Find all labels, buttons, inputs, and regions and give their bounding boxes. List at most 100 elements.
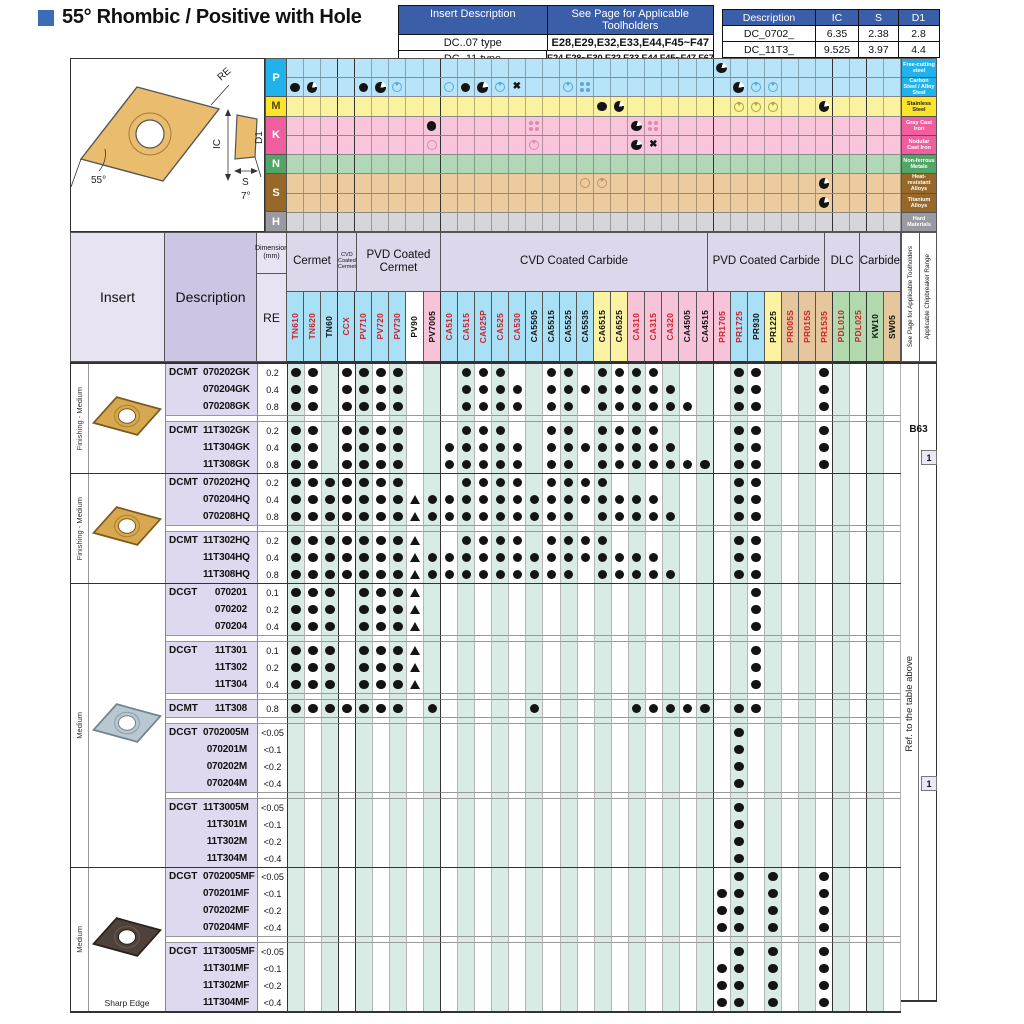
- mark-filled-circle-icon: [751, 679, 761, 690]
- grade-cell: [390, 532, 408, 549]
- insert-series-prefix: DCMT: [169, 703, 198, 714]
- description-cell: 070204GK: [166, 381, 258, 398]
- matrix-cell: [304, 97, 322, 116]
- grade-cell: [288, 618, 306, 635]
- right-annotation-strip: B63 1 Ref. to the table above 1: [901, 362, 937, 1002]
- grade-cell: [475, 381, 493, 398]
- matrix-cell: [337, 174, 356, 193]
- mark-filled-circle-icon: [325, 621, 335, 632]
- grade-cell: [730, 919, 748, 936]
- matrix-cell: [406, 155, 424, 174]
- grade-cell: [696, 994, 714, 1011]
- description-cell: DCGT 11T301: [166, 642, 258, 659]
- grade-cell: [322, 850, 340, 867]
- grade-cell: [492, 799, 510, 816]
- matrix-cell: [884, 78, 902, 97]
- matrix-cell: [525, 155, 543, 174]
- grade-cell: [646, 642, 663, 659]
- description-cell: DCGT 11T3005M: [166, 799, 258, 816]
- grade-cell: [440, 960, 459, 977]
- mark-filled-circle-icon: [631, 494, 642, 505]
- mark-filled-circle-icon: [426, 121, 437, 131]
- grade-name-text: PDL025: [853, 310, 864, 343]
- matrix-cell: [354, 97, 373, 116]
- matrix-cell: [832, 78, 851, 97]
- grade-cell: [424, 919, 442, 936]
- grade-cell: [832, 977, 851, 994]
- grade-cell: [764, 642, 782, 659]
- mark-clock-circle-icon: [750, 101, 761, 112]
- grade-cell: [509, 799, 527, 816]
- grade-cell: [782, 422, 799, 439]
- grade-cell: [764, 532, 782, 549]
- grade-cell: [866, 415, 885, 422]
- mark-filled-circle-icon: [376, 703, 386, 714]
- grade-cell: [338, 902, 357, 919]
- grade-cell-strip: [288, 885, 902, 902]
- grade-cell: [509, 919, 527, 936]
- grade-cell: [646, 885, 663, 902]
- matrix-cell: [850, 193, 868, 212]
- mark-filled-circle-icon: [460, 82, 471, 93]
- grade-cell: [816, 850, 833, 867]
- grade-cell: [748, 364, 765, 381]
- spacer-re: [258, 525, 288, 532]
- grade-cell: [680, 868, 697, 885]
- grade-cell: [288, 868, 306, 885]
- grade-cell: [373, 919, 391, 936]
- grade-group-cermet: Cermet: [287, 233, 338, 292]
- matrix-cell: [866, 135, 885, 155]
- grade-cell: [526, 943, 544, 960]
- grade-cell: [373, 758, 391, 775]
- grade-cell: [680, 758, 697, 775]
- grade-cell: [440, 398, 459, 415]
- mark-filled-circle-icon: [376, 494, 386, 505]
- grade-cell: [782, 566, 799, 583]
- mark-filled-circle-icon: [734, 819, 744, 830]
- grade-cell: [338, 532, 357, 549]
- grade-name-text: CA5535: [580, 310, 591, 343]
- grade-cell: [390, 741, 408, 758]
- grade-cell: [458, 491, 476, 508]
- matrix-cell: [304, 212, 322, 231]
- grade-cell: [373, 642, 391, 659]
- grade-cell: [850, 456, 868, 473]
- matrix-cell: [747, 155, 765, 174]
- grade-cell: [305, 676, 323, 693]
- re-value: 0.4: [258, 439, 288, 456]
- grade-cell: [748, 885, 765, 902]
- mark-clock-circle-icon: [392, 82, 403, 93]
- grade-cell: [816, 398, 833, 415]
- grade-cell: [458, 792, 476, 799]
- grade-cell: [288, 994, 306, 1011]
- grade-cell: [764, 456, 782, 473]
- grade-cell: [850, 508, 868, 525]
- matrix-cell: [406, 174, 424, 193]
- grade-cell: [832, 850, 851, 867]
- grade-cell: [612, 584, 629, 601]
- grade-cell: [594, 792, 612, 799]
- grade-cell: [646, 919, 663, 936]
- grade-cell: [543, 415, 561, 422]
- grade-cell: [373, 850, 391, 867]
- grade-cell: [475, 850, 493, 867]
- spacer-description: [166, 693, 258, 700]
- grade-cell: [798, 422, 816, 439]
- grade-cell: [338, 994, 357, 1011]
- grade-cell: [884, 792, 902, 799]
- mark-filled-circle-icon: [325, 552, 335, 563]
- table-row: 070204MF <0.4: [166, 919, 902, 936]
- matrix-cell: [781, 59, 799, 78]
- grade-cell-strip: [288, 943, 902, 960]
- grade-CA4505: CA4505: [679, 292, 697, 362]
- grade-cell: [832, 936, 851, 943]
- grade-cell: [492, 833, 510, 850]
- grade-cell: [440, 792, 459, 799]
- grade-cell: [526, 439, 544, 456]
- grade-cell: [543, 439, 561, 456]
- mark-filled-circle-icon: [427, 494, 438, 505]
- re-value: <0.4: [258, 850, 288, 867]
- grade-cell: [748, 919, 765, 936]
- grade-cell: [373, 532, 391, 549]
- grade-cell: [578, 381, 595, 398]
